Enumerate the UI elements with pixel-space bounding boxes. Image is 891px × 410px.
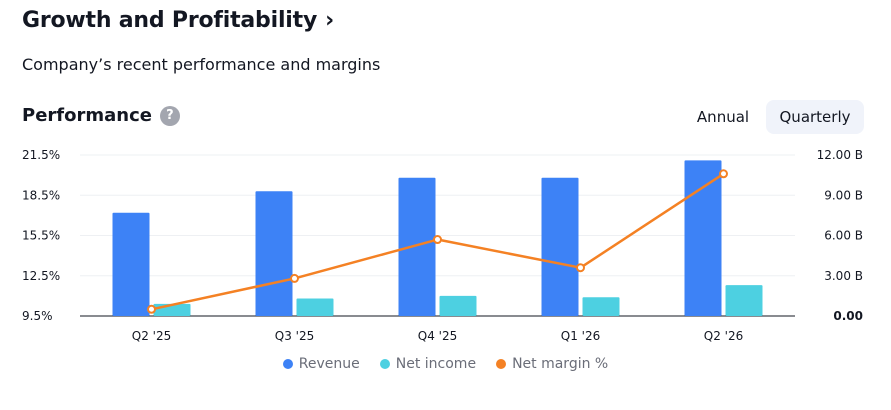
legend-dot-revenue xyxy=(282,359,293,369)
net-margin-point xyxy=(147,304,156,314)
x-axis-tick-label: Q2 '25 xyxy=(132,329,171,343)
left-axis-tick-label: 12.5% xyxy=(22,269,60,283)
left-axis-tick-label: 21.5% xyxy=(22,148,60,162)
revenue-bar xyxy=(398,177,436,316)
net-income-bar xyxy=(582,297,620,316)
net-margin-point xyxy=(433,235,442,245)
net-margin-point xyxy=(290,273,299,283)
performance-header: Performance ? xyxy=(22,105,180,126)
help-icon[interactable]: ? xyxy=(159,105,180,126)
chart-legend: Revenue Net income Net margin % xyxy=(0,356,891,372)
revenue-bar xyxy=(255,191,293,316)
annual-toggle[interactable]: Annual xyxy=(696,108,750,126)
left-axis-tick-label: 18.5% xyxy=(22,188,60,202)
x-axis-tick-label: Q3 '25 xyxy=(275,329,314,343)
quarterly-toggle[interactable]: Quarterly xyxy=(766,100,864,134)
revenue-bar xyxy=(541,177,579,316)
right-axis-tick-label: 12.00 B xyxy=(817,148,863,162)
net-income-bar xyxy=(296,298,334,316)
net-margin-point xyxy=(576,263,585,273)
net-income-bar xyxy=(725,285,763,316)
right-axis-tick-label: 9.00 B xyxy=(824,188,863,202)
performance-chart: 21.5% 12.00 B 18.5% 9.00 B 15.5% 6.00 B 12.5% 3… xyxy=(22,148,863,343)
x-axis-tick-label: Q2 '26 xyxy=(704,329,743,343)
legend-label-net-income: Net income xyxy=(395,356,477,372)
page-subtitle: Company’s recent performance and margins xyxy=(22,55,381,74)
right-axis-tick-label: 6.00 B xyxy=(824,229,863,243)
page-title: Growth and Profitability xyxy=(22,8,318,33)
legend-item-net-margin[interactable]: Net margin % xyxy=(496,356,608,372)
left-axis-tick-label: 15.5% xyxy=(22,229,60,243)
chevron-right-icon: › xyxy=(325,8,335,33)
legend-dot-net-income xyxy=(379,359,390,369)
legend-item-revenue[interactable]: Revenue xyxy=(282,356,360,372)
legend-label-revenue: Revenue xyxy=(298,356,360,372)
legend-item-net-income[interactable]: Net income xyxy=(379,356,477,372)
revenue-bar xyxy=(684,160,722,316)
right-axis-tick-label: 0.00 xyxy=(833,309,863,323)
section-title-link[interactable]: Growth and Profitability › xyxy=(22,8,334,33)
x-axis-tick-label: Q1 '26 xyxy=(561,329,600,343)
right-axis-tick-label: 3.00 B xyxy=(824,269,863,283)
revenue-bar xyxy=(112,212,150,316)
left-axis-tick-label: 9.5% xyxy=(22,309,53,323)
x-axis-tick-label: Q4 '25 xyxy=(418,329,457,343)
legend-dot-net-margin xyxy=(496,359,507,369)
net-income-bar xyxy=(439,295,477,316)
legend-label-net-margin: Net margin % xyxy=(512,356,609,372)
net-margin-point xyxy=(719,169,728,179)
performance-title: Performance xyxy=(22,105,152,126)
